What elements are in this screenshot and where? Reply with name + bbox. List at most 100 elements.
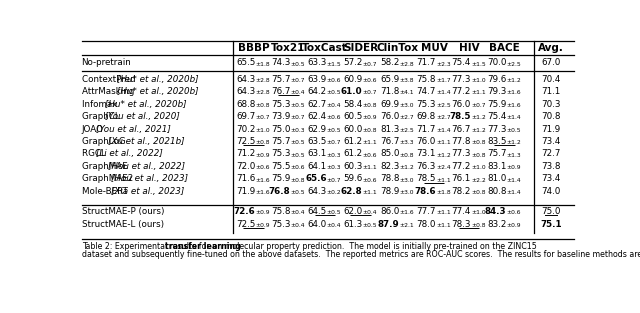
Text: 81.0: 81.0 <box>487 174 507 183</box>
Text: 73.9: 73.9 <box>271 112 291 121</box>
Text: 83.2: 83.2 <box>487 220 507 229</box>
Text: Mole-BERT: Mole-BERT <box>81 187 131 196</box>
Text: 77.7: 77.7 <box>417 207 436 216</box>
Text: HIV: HIV <box>459 43 479 53</box>
Text: ±1.1: ±1.1 <box>436 223 451 228</box>
Text: 63.5: 63.5 <box>307 137 327 146</box>
Text: ±0.4: ±0.4 <box>291 210 305 215</box>
Text: ±0.8: ±0.8 <box>362 103 377 108</box>
Text: 64.2: 64.2 <box>308 87 327 96</box>
Text: ±1.4: ±1.4 <box>507 115 521 121</box>
Text: 76.0: 76.0 <box>452 100 471 109</box>
Text: ±0.6: ±0.6 <box>362 178 377 183</box>
Text: JOAO: JOAO <box>81 125 106 134</box>
Text: ±0.6: ±0.6 <box>291 165 305 170</box>
Text: ±1.6: ±1.6 <box>507 90 521 95</box>
Text: ±0.9: ±0.9 <box>507 165 521 170</box>
Text: 64.3: 64.3 <box>236 74 255 84</box>
Text: ±0.5: ±0.5 <box>291 103 305 108</box>
Text: ±4.1: ±4.1 <box>399 90 414 95</box>
Text: ±1.1: ±1.1 <box>436 178 451 183</box>
Text: [Hu* et al., 2020b]: [Hu* et al., 2020b] <box>105 100 186 109</box>
Text: ±1.1: ±1.1 <box>362 165 377 170</box>
Text: 62.9: 62.9 <box>308 125 327 134</box>
Text: ±0.5: ±0.5 <box>362 223 377 228</box>
Text: [You et al., 2021]: [You et al., 2021] <box>96 125 171 134</box>
Text: 61.2: 61.2 <box>343 137 362 146</box>
Text: ±2.7: ±2.7 <box>399 115 414 121</box>
Text: ±0.5: ±0.5 <box>291 190 305 195</box>
Text: 63.3: 63.3 <box>307 59 327 68</box>
Text: ±1.1: ±1.1 <box>436 141 451 146</box>
Text: 71.7: 71.7 <box>417 59 436 68</box>
Text: 81.3: 81.3 <box>380 125 399 134</box>
Text: 63.9: 63.9 <box>308 74 327 84</box>
Text: 75.3: 75.3 <box>271 150 291 158</box>
Text: ±1.8: ±1.8 <box>255 62 270 67</box>
Text: 70.0: 70.0 <box>487 59 507 68</box>
Text: 69.9: 69.9 <box>381 100 399 109</box>
Text: ±0.9: ±0.9 <box>362 115 377 121</box>
Text: ±1.2: ±1.2 <box>507 78 522 83</box>
Text: ±1.4: ±1.4 <box>507 178 521 183</box>
Text: 78.9: 78.9 <box>380 187 399 196</box>
Text: 78.8: 78.8 <box>380 174 399 183</box>
Text: ±0.7: ±0.7 <box>291 115 305 121</box>
Text: 75.8: 75.8 <box>417 74 436 84</box>
Text: ±1.8: ±1.8 <box>436 190 451 195</box>
Text: [Xia et al., 2023]: [Xia et al., 2023] <box>111 187 184 196</box>
Text: ±1.4: ±1.4 <box>436 128 451 133</box>
Text: ±2.8: ±2.8 <box>255 78 270 83</box>
Text: ±0.7: ±0.7 <box>362 90 377 95</box>
Text: ±0.5: ±0.5 <box>327 210 341 215</box>
Text: SIDER: SIDER <box>343 43 378 53</box>
Text: 74.7: 74.7 <box>417 87 436 96</box>
Text: 57.2: 57.2 <box>343 59 362 68</box>
Text: ±0.3: ±0.3 <box>291 128 305 133</box>
Text: ±1.0: ±1.0 <box>471 78 486 83</box>
Text: ±0.8: ±0.8 <box>362 128 377 133</box>
Text: ±0.4: ±0.4 <box>327 223 341 228</box>
Text: 72.5: 72.5 <box>236 220 255 229</box>
Text: No-pretrain: No-pretrain <box>81 59 131 68</box>
Text: ±0.3: ±0.3 <box>327 153 341 158</box>
Text: 77.3: 77.3 <box>451 150 471 158</box>
Text: 78.5: 78.5 <box>449 112 471 121</box>
Text: 65.5: 65.5 <box>236 59 255 68</box>
Text: 78.6: 78.6 <box>415 187 436 196</box>
Text: [You et al., 2020]: [You et al., 2020] <box>105 112 180 121</box>
Text: ±0.7: ±0.7 <box>327 141 341 146</box>
Text: 78.3: 78.3 <box>451 220 471 229</box>
Text: 75.4: 75.4 <box>487 112 507 121</box>
Text: 71.1: 71.1 <box>541 87 561 96</box>
Text: [Hu* et al., 2020b]: [Hu* et al., 2020b] <box>116 87 198 96</box>
Text: dataset and subsequently fine-tuned on the above datasets.  The reported metrics: dataset and subsequently fine-tuned on t… <box>83 250 640 259</box>
Text: 71.2: 71.2 <box>236 150 255 158</box>
Text: ±1.1: ±1.1 <box>362 141 377 146</box>
Text: ±1.7: ±1.7 <box>436 78 451 83</box>
Text: 75.8: 75.8 <box>271 207 291 216</box>
Text: 69.7: 69.7 <box>236 112 255 121</box>
Text: 71.7: 71.7 <box>417 125 436 134</box>
Text: 76.3: 76.3 <box>417 162 436 171</box>
Text: 73.1: 73.1 <box>417 150 436 158</box>
Text: 71.6: 71.6 <box>236 174 255 183</box>
Text: ClinTox: ClinTox <box>377 43 419 53</box>
Text: 77.3: 77.3 <box>451 74 471 84</box>
Text: ±0.8: ±0.8 <box>399 153 414 158</box>
Text: ±0.7: ±0.7 <box>362 62 377 67</box>
Text: ±0.6: ±0.6 <box>255 165 270 170</box>
Text: 70.4: 70.4 <box>541 74 561 84</box>
Text: ±0.7: ±0.7 <box>255 115 270 121</box>
Text: 58.2: 58.2 <box>380 59 399 68</box>
Text: 70.8: 70.8 <box>541 112 561 121</box>
Text: ±0.4: ±0.4 <box>291 90 305 95</box>
Text: 72.0: 72.0 <box>236 162 255 171</box>
Text: 71.9: 71.9 <box>236 187 255 196</box>
Text: ±2.8: ±2.8 <box>399 62 414 67</box>
Text: 73.4: 73.4 <box>541 137 561 146</box>
Text: StructMAE-L (ours): StructMAE-L (ours) <box>81 220 164 229</box>
Text: ±3.3: ±3.3 <box>399 141 414 146</box>
Text: GraphMAE2: GraphMAE2 <box>81 174 136 183</box>
Text: ±0.5: ±0.5 <box>327 128 341 133</box>
